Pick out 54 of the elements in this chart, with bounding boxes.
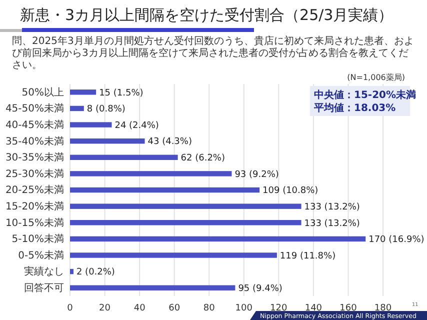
bar [70,236,366,242]
y-tick-label: 15-20%未満 [5,200,64,213]
x-tick-label: 20 [99,303,111,314]
y-tick-label: 30-35%未満 [5,152,64,164]
y-tick-label: 25-30%未満 [5,168,64,180]
data-label: 109 (10.8%) [262,186,318,196]
bar [70,106,84,112]
bar [70,122,112,128]
annotation: 平均値：18.03% [313,102,396,114]
y-tick-label: 45-50%未満 [5,102,64,115]
x-tick-label: 60 [168,303,180,314]
data-label: 133 (13.2%) [304,202,360,212]
data-label: 43 (4.3%) [148,137,192,148]
x-tick-label: 80 [203,303,216,314]
x-tick-label: 0 [67,303,74,314]
data-label: 119 (11.8%) [280,251,336,262]
data-label: 15 (1.5%) [99,88,144,98]
bar [70,220,302,226]
text: (N=1,006薬局) [347,73,405,82]
bar [70,90,96,95]
data-label: 62 (6.2%) [180,154,226,164]
bar [70,171,232,176]
data-label: 8 (0.8%) [86,104,126,115]
y-tick-label: 10-15%未満 [5,216,64,229]
data-label: 24 (2.4%) [114,120,159,131]
bar [70,252,277,258]
y-tick-label: 40-45%未満 [5,118,64,131]
data-label: 133 (13.2%) [304,218,360,229]
y-tick-label: 0-5%未満 [18,249,64,262]
bar [70,138,145,144]
x-tick-label: 180 [374,303,392,314]
bar [70,187,260,193]
data-label: 2 (0.2%) [76,268,115,278]
x-tick-label: 160 [340,303,358,314]
x-tick-label: 120 [270,303,288,314]
data-label: 95 (9.4%) [238,284,282,294]
chart-subtitle: 問、2025年3月単月の月間処方せん受付回数のうち、貴店に初めて来局された患者、および前回来局から3カ月以上間隔を空けて来局された患者の受付が占める割合を教えてください。 [12,36,415,72]
bar [70,204,302,209]
x-tick-label: 40 [134,303,146,314]
y-tick-label: 実績なし [24,266,64,278]
chart-title: 新患・3カ月以上間隔を空けた受付割合（25/3月実績） [20,6,394,25]
bar [70,268,74,274]
x-tick-label: 100 [235,303,253,314]
y-tick-label: 35-40%未満 [5,135,64,148]
data-label: 93 (9.2%) [234,170,279,180]
bar [70,285,236,290]
x-tick-label: 140 [304,303,322,314]
y-tick-label: 50%以上 [22,86,64,98]
y-tick-label: 20-25%未満 [5,184,64,196]
annotation: 中央値：15-20%未満 [314,89,416,101]
data-label: 170 (16.9%) [368,235,424,246]
y-tick-label: 5-10%未満 [12,233,64,246]
y-tick-label: 回答不可 [24,282,64,294]
bar [70,154,178,160]
